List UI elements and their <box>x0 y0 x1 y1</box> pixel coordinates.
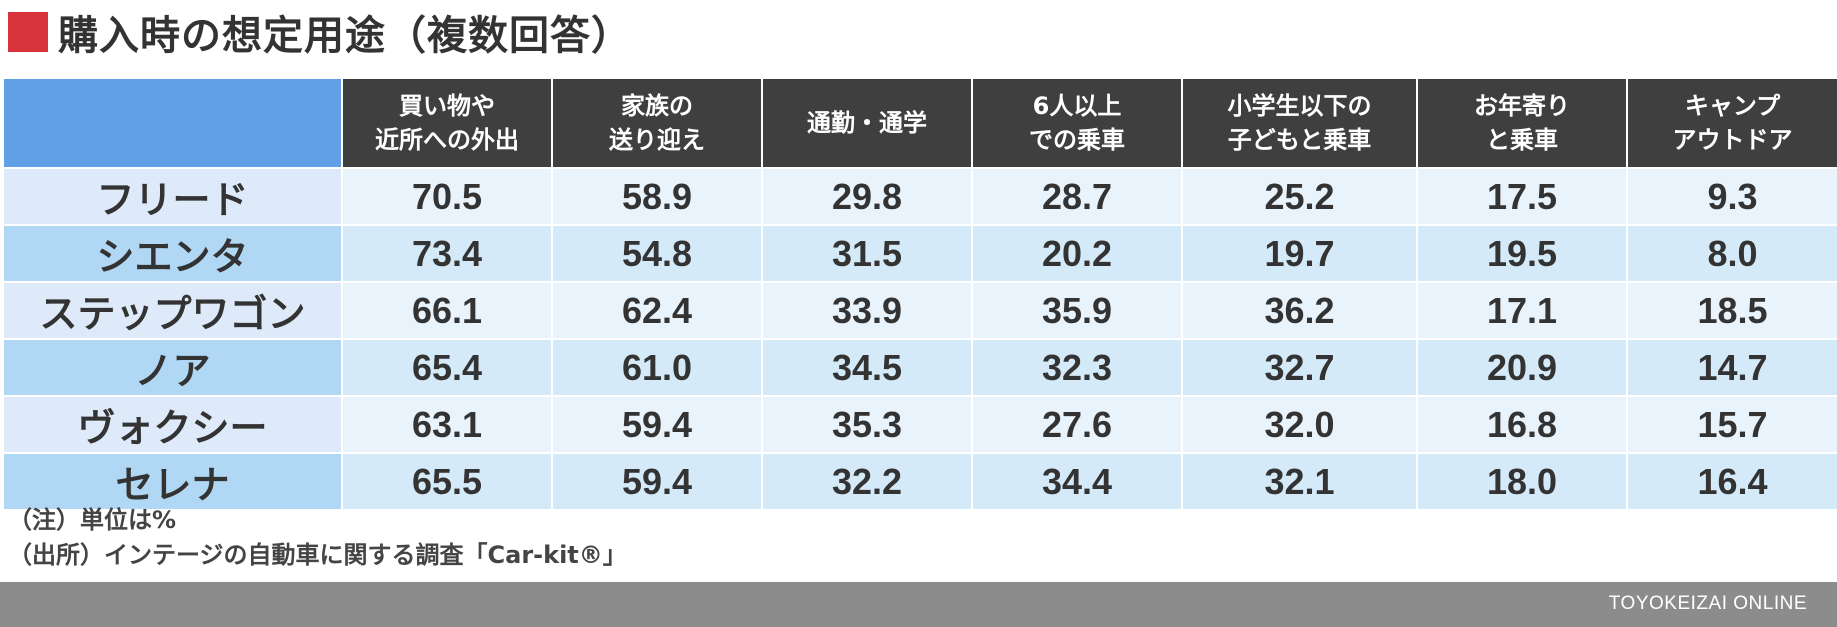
column-header: 通勤・通学 <box>761 77 973 169</box>
column-header: 小学生以下の 子どもと乗車 <box>1181 77 1418 169</box>
source-note: （出所）インテージの自動車に関する調査「Car-kit®」 <box>8 541 627 569</box>
value-cell: 54.8 <box>551 224 763 283</box>
column-header: 買い物や 近所への外出 <box>341 77 553 169</box>
value-cell: 58.9 <box>551 167 763 226</box>
value-cell: 65.4 <box>341 338 553 397</box>
row-label: ノア <box>2 338 343 397</box>
value-cell: 17.1 <box>1416 281 1628 340</box>
column-header-line: アウトドア <box>1672 126 1793 154</box>
column-header: 家族の 送り迎え <box>551 77 763 169</box>
column-header-line: 6人以上 <box>1032 92 1122 120</box>
value-cell: 20.9 <box>1416 338 1628 397</box>
column-header-line: 家族の <box>621 92 693 120</box>
column-header-line: 近所への外出 <box>375 126 519 154</box>
title-marker <box>8 12 48 52</box>
value-cell: 59.4 <box>551 395 763 454</box>
value-cell: 73.4 <box>341 224 553 283</box>
table-body: フリード 70.5 58.9 29.8 28.7 25.2 17.5 9.3 シエンタ 73.4 5… <box>2 167 1837 511</box>
value-cell: 59.4 <box>551 452 763 511</box>
value-cell: 32.2 <box>761 452 973 511</box>
value-cell: 25.2 <box>1181 167 1418 226</box>
value-cell: 31.5 <box>761 224 973 283</box>
value-cell: 16.8 <box>1416 395 1628 454</box>
value-cell: 66.1 <box>341 281 553 340</box>
value-cell: 17.5 <box>1416 167 1628 226</box>
row-label: ステップワゴン <box>2 281 343 340</box>
value-cell: 18.0 <box>1416 452 1628 511</box>
value-cell: 63.1 <box>341 395 553 454</box>
column-header-line: 買い物や <box>399 92 495 120</box>
value-cell: 8.0 <box>1626 224 1837 283</box>
value-cell: 19.5 <box>1416 224 1628 283</box>
table-row: フリード 70.5 58.9 29.8 28.7 25.2 17.5 9.3 <box>2 167 1837 226</box>
header-row: 買い物や 近所への外出 家族の 送り迎え 通勤・通学 6人以上 での乗車 小学生… <box>2 77 1837 169</box>
value-cell: 34.5 <box>761 338 973 397</box>
value-cell: 36.2 <box>1181 281 1418 340</box>
value-cell: 14.7 <box>1626 338 1837 397</box>
table-row: ステップワゴン 66.1 62.4 33.9 35.9 36.2 17.1 18.5 <box>2 281 1837 340</box>
column-header-line: 通勤・通学 <box>807 109 927 137</box>
value-cell: 35.9 <box>971 281 1183 340</box>
footer-brand: TOYOKEIZAI ONLINE <box>1608 593 1807 614</box>
column-header-line: お年寄り <box>1474 92 1570 120</box>
table-row: セレナ 65.5 59.4 32.2 34.4 32.1 18.0 16.4 <box>2 452 1837 511</box>
table-row: シエンタ 73.4 54.8 31.5 20.2 19.7 19.5 8.0 <box>2 224 1837 283</box>
column-header: 6人以上 での乗車 <box>971 77 1183 169</box>
value-cell: 32.7 <box>1181 338 1418 397</box>
row-label: セレナ <box>2 452 343 511</box>
value-cell: 32.1 <box>1181 452 1418 511</box>
value-cell: 65.5 <box>341 452 553 511</box>
value-cell: 33.9 <box>761 281 973 340</box>
value-cell: 9.3 <box>1626 167 1837 226</box>
corner-header-cell <box>2 77 343 169</box>
value-cell: 18.5 <box>1626 281 1837 340</box>
data-table: 買い物や 近所への外出 家族の 送り迎え 通勤・通学 6人以上 での乗車 小学生… <box>2 77 1837 511</box>
value-cell: 20.2 <box>971 224 1183 283</box>
column-header-line: での乗車 <box>1029 126 1125 154</box>
value-cell: 29.8 <box>761 167 973 226</box>
row-label: ヴォクシー <box>2 395 343 454</box>
table-row: ノア 65.4 61.0 34.5 32.3 32.7 20.9 14.7 <box>2 338 1837 397</box>
footer-bar: TOYOKEIZAI ONLINE <box>0 582 1837 627</box>
value-cell: 19.7 <box>1181 224 1418 283</box>
value-cell: 28.7 <box>971 167 1183 226</box>
row-label: フリード <box>2 167 343 226</box>
value-cell: 32.3 <box>971 338 1183 397</box>
column-header-line: 小学生以下の <box>1227 92 1372 120</box>
value-cell: 62.4 <box>551 281 763 340</box>
notes: （注）単位は% （出所）インテージの自動車に関する調査「Car-kit®」 <box>8 503 627 573</box>
table-row: ヴォクシー 63.1 59.4 35.3 27.6 32.0 16.8 15.7 <box>2 395 1837 454</box>
title-row: 購入時の想定用途（複数回答） <box>8 4 632 60</box>
column-header-line: と乗車 <box>1486 126 1558 154</box>
value-cell: 15.7 <box>1626 395 1837 454</box>
value-cell: 61.0 <box>551 338 763 397</box>
value-cell: 16.4 <box>1626 452 1837 511</box>
column-header-line: キャンプ <box>1684 92 1781 120</box>
value-cell: 34.4 <box>971 452 1183 511</box>
column-header: キャンプ アウトドア <box>1626 77 1837 169</box>
row-label: シエンタ <box>2 224 343 283</box>
value-cell: 27.6 <box>971 395 1183 454</box>
value-cell: 70.5 <box>341 167 553 226</box>
value-cell: 35.3 <box>761 395 973 454</box>
column-header-line: 送り迎え <box>609 126 705 154</box>
column-header: お年寄り と乗車 <box>1416 77 1628 169</box>
value-cell: 32.0 <box>1181 395 1418 454</box>
column-header-line: 子どもと乗車 <box>1227 126 1372 154</box>
chart-title: 購入時の想定用途（複数回答） <box>58 13 632 59</box>
unit-note: （注）単位は% <box>8 506 177 534</box>
